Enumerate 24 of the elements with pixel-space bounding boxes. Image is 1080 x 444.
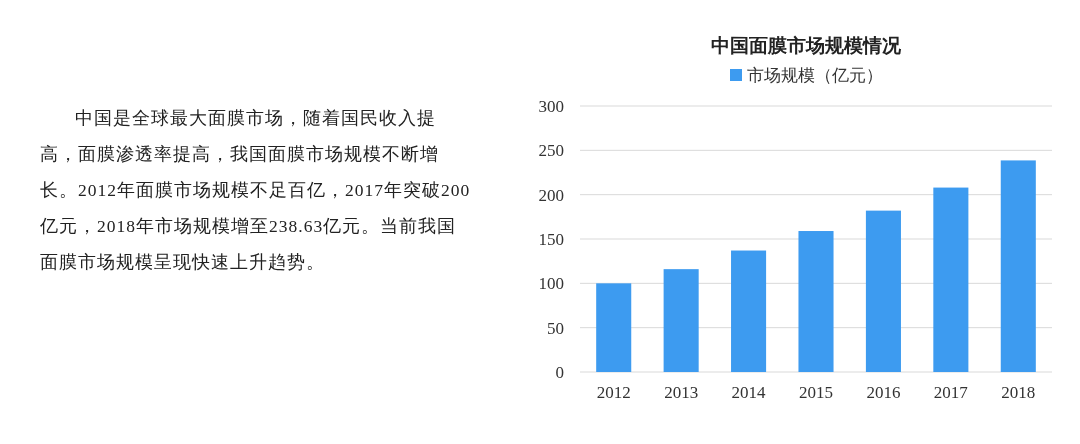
x-tick-label: 2015: [799, 383, 833, 402]
x-tick-label: 2017: [933, 383, 969, 402]
x-tick-label: 2014: [731, 383, 767, 402]
x-tick-label: 2016: [866, 383, 901, 402]
x-tick-label: 2013: [664, 383, 699, 402]
y-tick-label: 100: [538, 274, 564, 294]
legend-label: 市场规模（亿元）: [747, 66, 883, 85]
y-tick-label: 50: [547, 318, 564, 338]
text: 中国是全球最大面膜市场，随着国民收入提高，面膜渗透率提高，我国面膜市场规模不断增长。2012年面膜市场规模不足百亿，2017年突破200亿元，2018年市场规模增至238.63亿元。当前我国面膜市场规模呈现快速上升趋势。: [40, 107, 472, 274]
bar: [798, 231, 834, 372]
x-tick-label: 2012: [596, 383, 631, 402]
y-tick-label: 200: [538, 185, 564, 205]
bar: [865, 210, 901, 372]
bar: [1000, 160, 1036, 372]
y-tick-label: 150: [538, 230, 564, 249]
y-tick-label: 300: [538, 97, 564, 116]
y-tick-label: 250: [538, 141, 564, 161]
bar: [731, 250, 767, 372]
bar: [663, 269, 699, 372]
y-tick-label: 0: [555, 363, 564, 382]
x-tick-label: 2018: [1001, 383, 1036, 402]
chart-title: 中国面膜市场规模情况: [711, 35, 902, 56]
bar: [933, 187, 969, 372]
bar: [596, 283, 632, 372]
